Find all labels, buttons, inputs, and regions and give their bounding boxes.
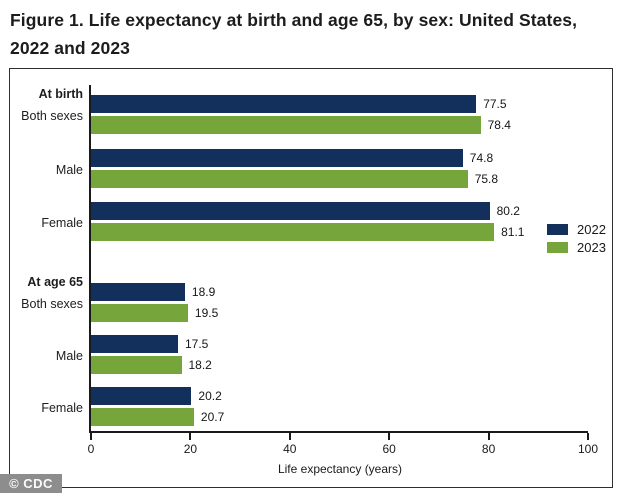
bar-2022 bbox=[91, 202, 490, 220]
x-axis-tick bbox=[587, 433, 589, 440]
x-axis-tick bbox=[189, 433, 192, 440]
legend-swatch-2022 bbox=[547, 223, 568, 235]
cdc-credit-badge: © CDC bbox=[0, 474, 62, 493]
x-axis-tick bbox=[90, 433, 92, 440]
x-axis-tick-label: 100 bbox=[577, 442, 599, 456]
bar-2022 bbox=[91, 95, 477, 113]
legend-label: 2023 bbox=[577, 239, 606, 255]
value-label: 17.5 bbox=[185, 337, 209, 351]
bar-2023 bbox=[91, 356, 182, 374]
value-label: 81.1 bbox=[501, 225, 525, 239]
bar-2022 bbox=[91, 387, 192, 405]
value-label: 20.7 bbox=[200, 410, 225, 424]
bar-2023 bbox=[91, 116, 481, 134]
legend-item-2023: 2023 bbox=[547, 238, 606, 256]
bar-2022 bbox=[91, 148, 463, 167]
category-label: Both sexes bbox=[21, 109, 83, 123]
x-axis-tick-label: 40 bbox=[283, 442, 297, 456]
y-axis-line bbox=[89, 85, 91, 433]
x-axis-tick-label: 0 bbox=[87, 442, 95, 456]
legend-swatch-2023 bbox=[547, 241, 568, 253]
value-label: 20.2 bbox=[198, 389, 222, 403]
bar-2023 bbox=[91, 408, 194, 426]
x-axis-label: Life expectancy (years) bbox=[277, 462, 403, 476]
value-label: 19.5 bbox=[194, 306, 219, 320]
value-label: 18.9 bbox=[191, 285, 216, 299]
category-label: Male bbox=[55, 162, 83, 177]
value-label: 80.2 bbox=[496, 204, 520, 218]
figure-title: Figure 1. Life expectancy at birth and a… bbox=[10, 10, 578, 58]
bar-2023 bbox=[91, 223, 495, 241]
legend-item-2022: 2022 bbox=[547, 220, 606, 238]
value-label: 74.8 bbox=[469, 150, 494, 165]
x-axis-tick-label: 20 bbox=[183, 442, 198, 456]
bar-2023 bbox=[91, 169, 468, 188]
value-label: 78.4 bbox=[487, 118, 511, 132]
x-axis-line bbox=[89, 431, 588, 433]
bar-2022 bbox=[91, 335, 178, 353]
value-label: 77.5 bbox=[483, 97, 507, 111]
legend-label: 2022 bbox=[577, 221, 606, 237]
x-axis-tick bbox=[388, 433, 391, 440]
section-header: At age 65 bbox=[27, 275, 83, 289]
value-label: 18.2 bbox=[188, 358, 212, 372]
x-axis-tick-label: 80 bbox=[481, 442, 496, 456]
plot-area: At birth Both sexes 77.5 78.4 Male 74.8 75.8 Fe… bbox=[10, 69, 612, 487]
chart-frame: At birth Both sexes 77.5 78.4 Male 74.8 75.8 Fe… bbox=[9, 68, 613, 488]
legend: 2022 2023 bbox=[547, 220, 606, 256]
section-header: At birth bbox=[38, 87, 83, 101]
category-label: Both sexes bbox=[21, 297, 83, 311]
value-label: 75.8 bbox=[474, 171, 499, 186]
x-axis-tick bbox=[288, 433, 291, 440]
bar-2023 bbox=[91, 304, 188, 322]
category-label: Male bbox=[55, 349, 83, 363]
x-axis-tick bbox=[487, 433, 490, 440]
bar-2022 bbox=[91, 283, 185, 301]
x-axis-tick-label: 60 bbox=[382, 442, 396, 456]
category-label: Female bbox=[41, 401, 83, 415]
category-label: Female bbox=[41, 216, 83, 230]
